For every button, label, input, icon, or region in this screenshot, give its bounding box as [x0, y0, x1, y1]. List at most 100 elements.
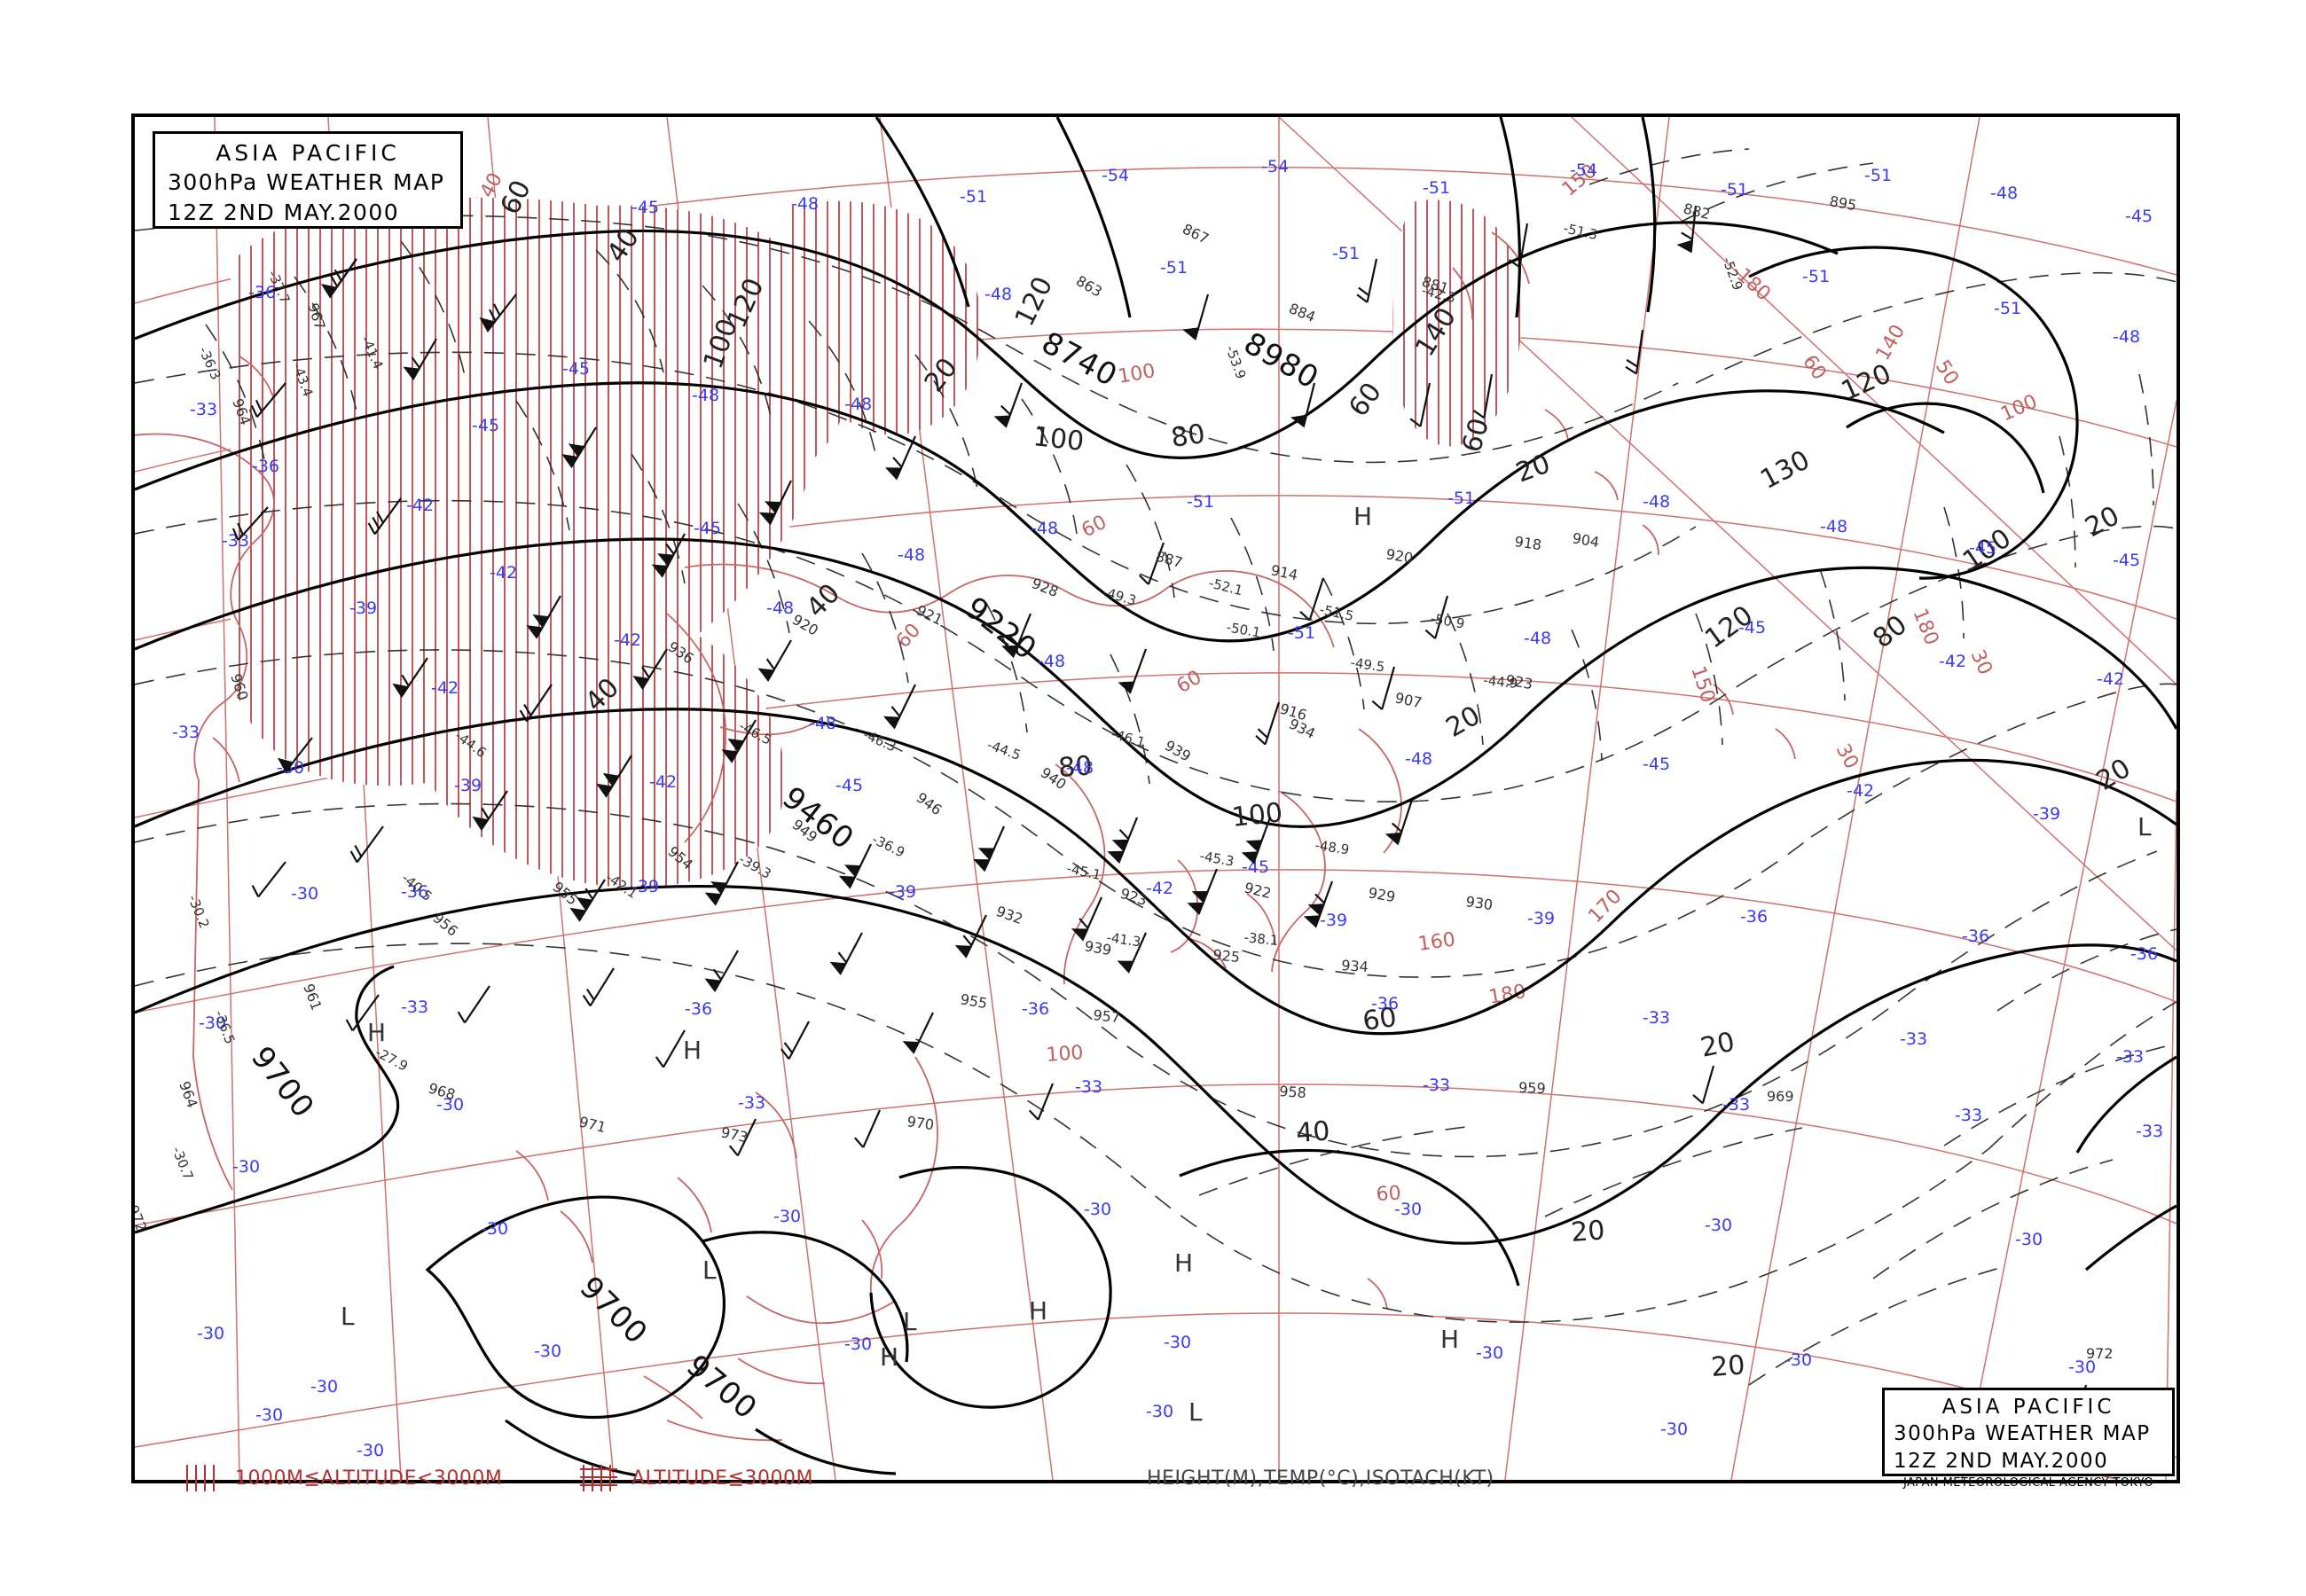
isotherm-label: -54	[1261, 157, 1289, 176]
station-height: 929	[1367, 884, 1396, 905]
station-height: 959	[1518, 1079, 1546, 1097]
isotherm-label: -33	[1955, 1106, 1982, 1125]
isotherm-label: -33	[1900, 1029, 1927, 1049]
station-height: 887	[1154, 548, 1185, 572]
low-marker: L	[341, 1302, 355, 1331]
station-height: 922	[1243, 879, 1273, 902]
isotherm-label: -33	[172, 723, 200, 742]
isotherm-label: -48	[1524, 629, 1551, 648]
station-height: 904	[1571, 529, 1600, 551]
grid-label: 100	[1997, 391, 2041, 426]
high-marker: H	[367, 1018, 386, 1047]
isotherm-label: -54	[1102, 166, 1129, 185]
low-marker: L	[1188, 1397, 1203, 1427]
station-height: 928	[1030, 575, 1061, 600]
station-temp: -41.3	[1105, 929, 1141, 950]
grid-label: 30	[1831, 740, 1863, 772]
station-height: 930	[1464, 893, 1494, 913]
isotherm-label: -30	[1146, 1402, 1173, 1421]
station-height: 957	[1093, 1006, 1121, 1026]
title-box-bottom: ASIA PACIFIC 300hPa WEATHER MAP 12Z 2ND …	[1882, 1388, 2175, 1476]
isotach-label: 20	[1710, 1350, 1746, 1383]
isotherm-label: -45	[1969, 538, 1996, 558]
isotherm-label: -42	[1146, 879, 1173, 898]
isotach-label: 60	[1361, 1002, 1399, 1037]
isotherm-label: -51	[1802, 267, 1830, 286]
geopotential-height-contours	[135, 117, 2177, 1477]
station-height: 918	[1513, 533, 1542, 553]
isotherm-labels: -45 -48 -51 -54 -54 -51 -54 -51 -51 -48 …	[172, 157, 2163, 1460]
isotach-label: 20	[2080, 500, 2124, 544]
low-marker: L	[2137, 812, 2152, 841]
title-line-3: 12Z 2ND MAY.2000	[1894, 1450, 2109, 1473]
station-height: 968	[427, 1080, 458, 1104]
station-temp: -50.1	[1225, 619, 1261, 640]
isotherm-label: -36	[1022, 999, 1049, 1019]
isotach-label: 80	[1867, 609, 1913, 654]
station-temp: -30.7	[169, 1145, 196, 1183]
grid-label: 170	[1584, 886, 1626, 928]
isotherm-label: -33	[1423, 1076, 1450, 1095]
station-temp: -45.1	[1065, 860, 1102, 883]
units-legend: HEIGHT(M),TEMP(°C),ISOTACH(KT)	[1147, 1467, 1494, 1490]
grid-label: 60	[1376, 1183, 1401, 1206]
isotach-contours	[135, 148, 2177, 1386]
isotherm-label: -33	[401, 998, 428, 1017]
station-height: 932	[994, 903, 1025, 927]
isotherm-label: -33	[2136, 1122, 2163, 1141]
isotherm-label: -30	[844, 1334, 872, 1354]
title-line-3: 12Z 2ND MAY.2000	[168, 200, 400, 225]
isotherm-label: -48	[844, 395, 872, 414]
isotherm-label: -51	[1423, 178, 1450, 198]
isotherm-label: -39	[2033, 804, 2060, 824]
station-temp: -30.2	[184, 893, 212, 931]
isotherm-label: -36	[252, 457, 279, 476]
isotherm-label: -36	[2130, 944, 2158, 964]
isotach-label: 80	[1057, 750, 1094, 784]
high-marker: H	[1029, 1296, 1047, 1326]
isotherm-label: -36	[248, 283, 276, 302]
isotach-label: 20	[2091, 753, 2137, 797]
isotherm-label: -48	[1038, 652, 1065, 671]
isotherm-label: -39	[889, 882, 916, 902]
isotherm-label: -42	[1847, 781, 1874, 801]
station-temp: -46.3	[860, 726, 898, 755]
isotherm-label: -48	[692, 386, 719, 405]
station-temp: -50.9	[1429, 610, 1465, 631]
isotherm-label: -45	[2125, 207, 2153, 226]
station-height: 970	[906, 1113, 935, 1133]
isotherm-label: -30	[255, 1405, 283, 1425]
isotherm-label: -30	[1164, 1333, 1191, 1352]
station-height: 867	[1180, 221, 1212, 247]
isotherm-label: -45	[694, 519, 721, 538]
station-height: 920	[1384, 545, 1414, 567]
isotherm-label: -30	[2015, 1230, 2043, 1249]
station-temp: -49.5	[1349, 654, 1385, 675]
isotherm-label: -39	[1320, 911, 1347, 930]
isotherm-label: -30	[481, 1219, 508, 1239]
isotherm-label: -51	[1187, 492, 1214, 512]
station-height: 921	[914, 602, 945, 629]
isotherm-label: -30	[199, 1013, 226, 1033]
station-temp: -38.1	[1243, 929, 1279, 949]
isotherm-label: -48	[791, 194, 819, 214]
station-height: 972	[2086, 1345, 2114, 1362]
isotherm-label: -33	[1075, 1077, 1102, 1097]
isotherm-label: -36	[1962, 927, 1989, 946]
isotherm-label: -30	[773, 1207, 801, 1226]
isotach-label: 100	[1031, 421, 1086, 458]
isotherm-label: -48	[1405, 749, 1432, 769]
terrain-low-legend-label: 1000M≦ALTITUDE<3000M	[235, 1467, 503, 1490]
isotherm-label: -51	[960, 187, 987, 207]
high-marker: H	[683, 1036, 702, 1065]
grid-label: 30	[1966, 646, 1996, 678]
isotherm-label: -51	[1994, 299, 2021, 318]
isotherm-label: -30	[1660, 1420, 1688, 1439]
isotherm-label: -45	[472, 416, 499, 435]
isotherm-label: -33	[738, 1093, 765, 1113]
station-height: 961	[300, 982, 325, 1013]
isotherm-label: -48	[1990, 184, 2018, 203]
isotach-label: 120	[1009, 272, 1060, 332]
isotach-label: 120	[1837, 358, 1896, 407]
isotherm-label: -48	[1820, 517, 1847, 536]
